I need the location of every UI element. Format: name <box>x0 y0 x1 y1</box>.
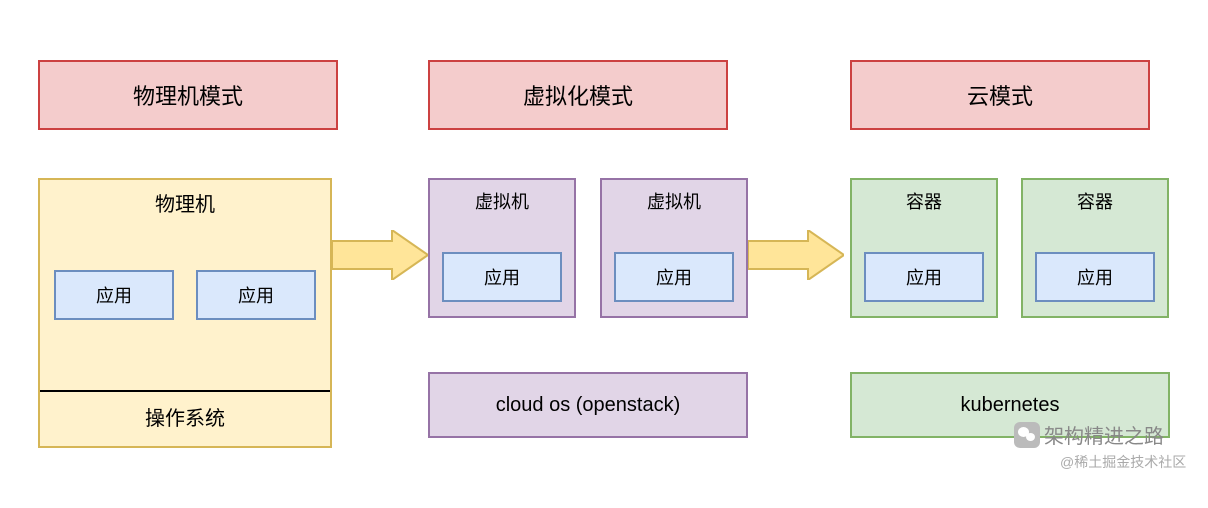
virtual-platform: cloud os (openstack) <box>428 372 748 438</box>
physical-app-1-label: 应用 <box>96 282 132 308</box>
watermark-sub-text: @稀土掘金技术社区 <box>1060 454 1186 470</box>
header-physical: 物理机模式 <box>38 60 338 130</box>
arrow-2 <box>748 230 844 280</box>
physical-os-divider <box>40 390 330 392</box>
container-2-app: 应用 <box>1035 252 1155 302</box>
container-2-label: 容器 <box>1023 188 1167 214</box>
container-1-app: 应用 <box>864 252 984 302</box>
physical-app-2: 应用 <box>196 270 316 320</box>
header-virtual-label: 虚拟化模式 <box>523 79 633 111</box>
vm-2-app-label: 应用 <box>656 264 692 290</box>
container-1-app-label: 应用 <box>906 264 942 290</box>
container-1-label: 容器 <box>852 188 996 214</box>
vm-1-app: 应用 <box>442 252 562 302</box>
container-2-app-label: 应用 <box>1077 264 1113 290</box>
physical-app-1: 应用 <box>54 270 174 320</box>
physical-app-2-label: 应用 <box>238 282 274 308</box>
virtual-platform-label: cloud os (openstack) <box>496 394 681 417</box>
vm-2-app: 应用 <box>614 252 734 302</box>
wechat-icon <box>1014 422 1040 448</box>
vm-1-app-label: 应用 <box>484 264 520 290</box>
physical-machine-label: 物理机 <box>40 188 330 217</box>
vm-2-label: 虚拟机 <box>602 188 746 214</box>
physical-os-label: 操作系统 <box>40 402 330 431</box>
header-cloud-label: 云模式 <box>967 79 1033 111</box>
cloud-platform-label: kubernetes <box>961 394 1060 417</box>
header-cloud: 云模式 <box>850 60 1150 130</box>
vm-1-label: 虚拟机 <box>430 188 574 214</box>
watermark-sub: @稀土掘金技术社区 <box>1060 452 1186 472</box>
watermark-main: 架构精进之路 <box>1014 420 1164 449</box>
header-virtual: 虚拟化模式 <box>428 60 728 130</box>
header-physical-label: 物理机模式 <box>133 79 243 111</box>
watermark-main-text: 架构精进之路 <box>1044 420 1164 449</box>
arrow-1 <box>332 230 428 280</box>
